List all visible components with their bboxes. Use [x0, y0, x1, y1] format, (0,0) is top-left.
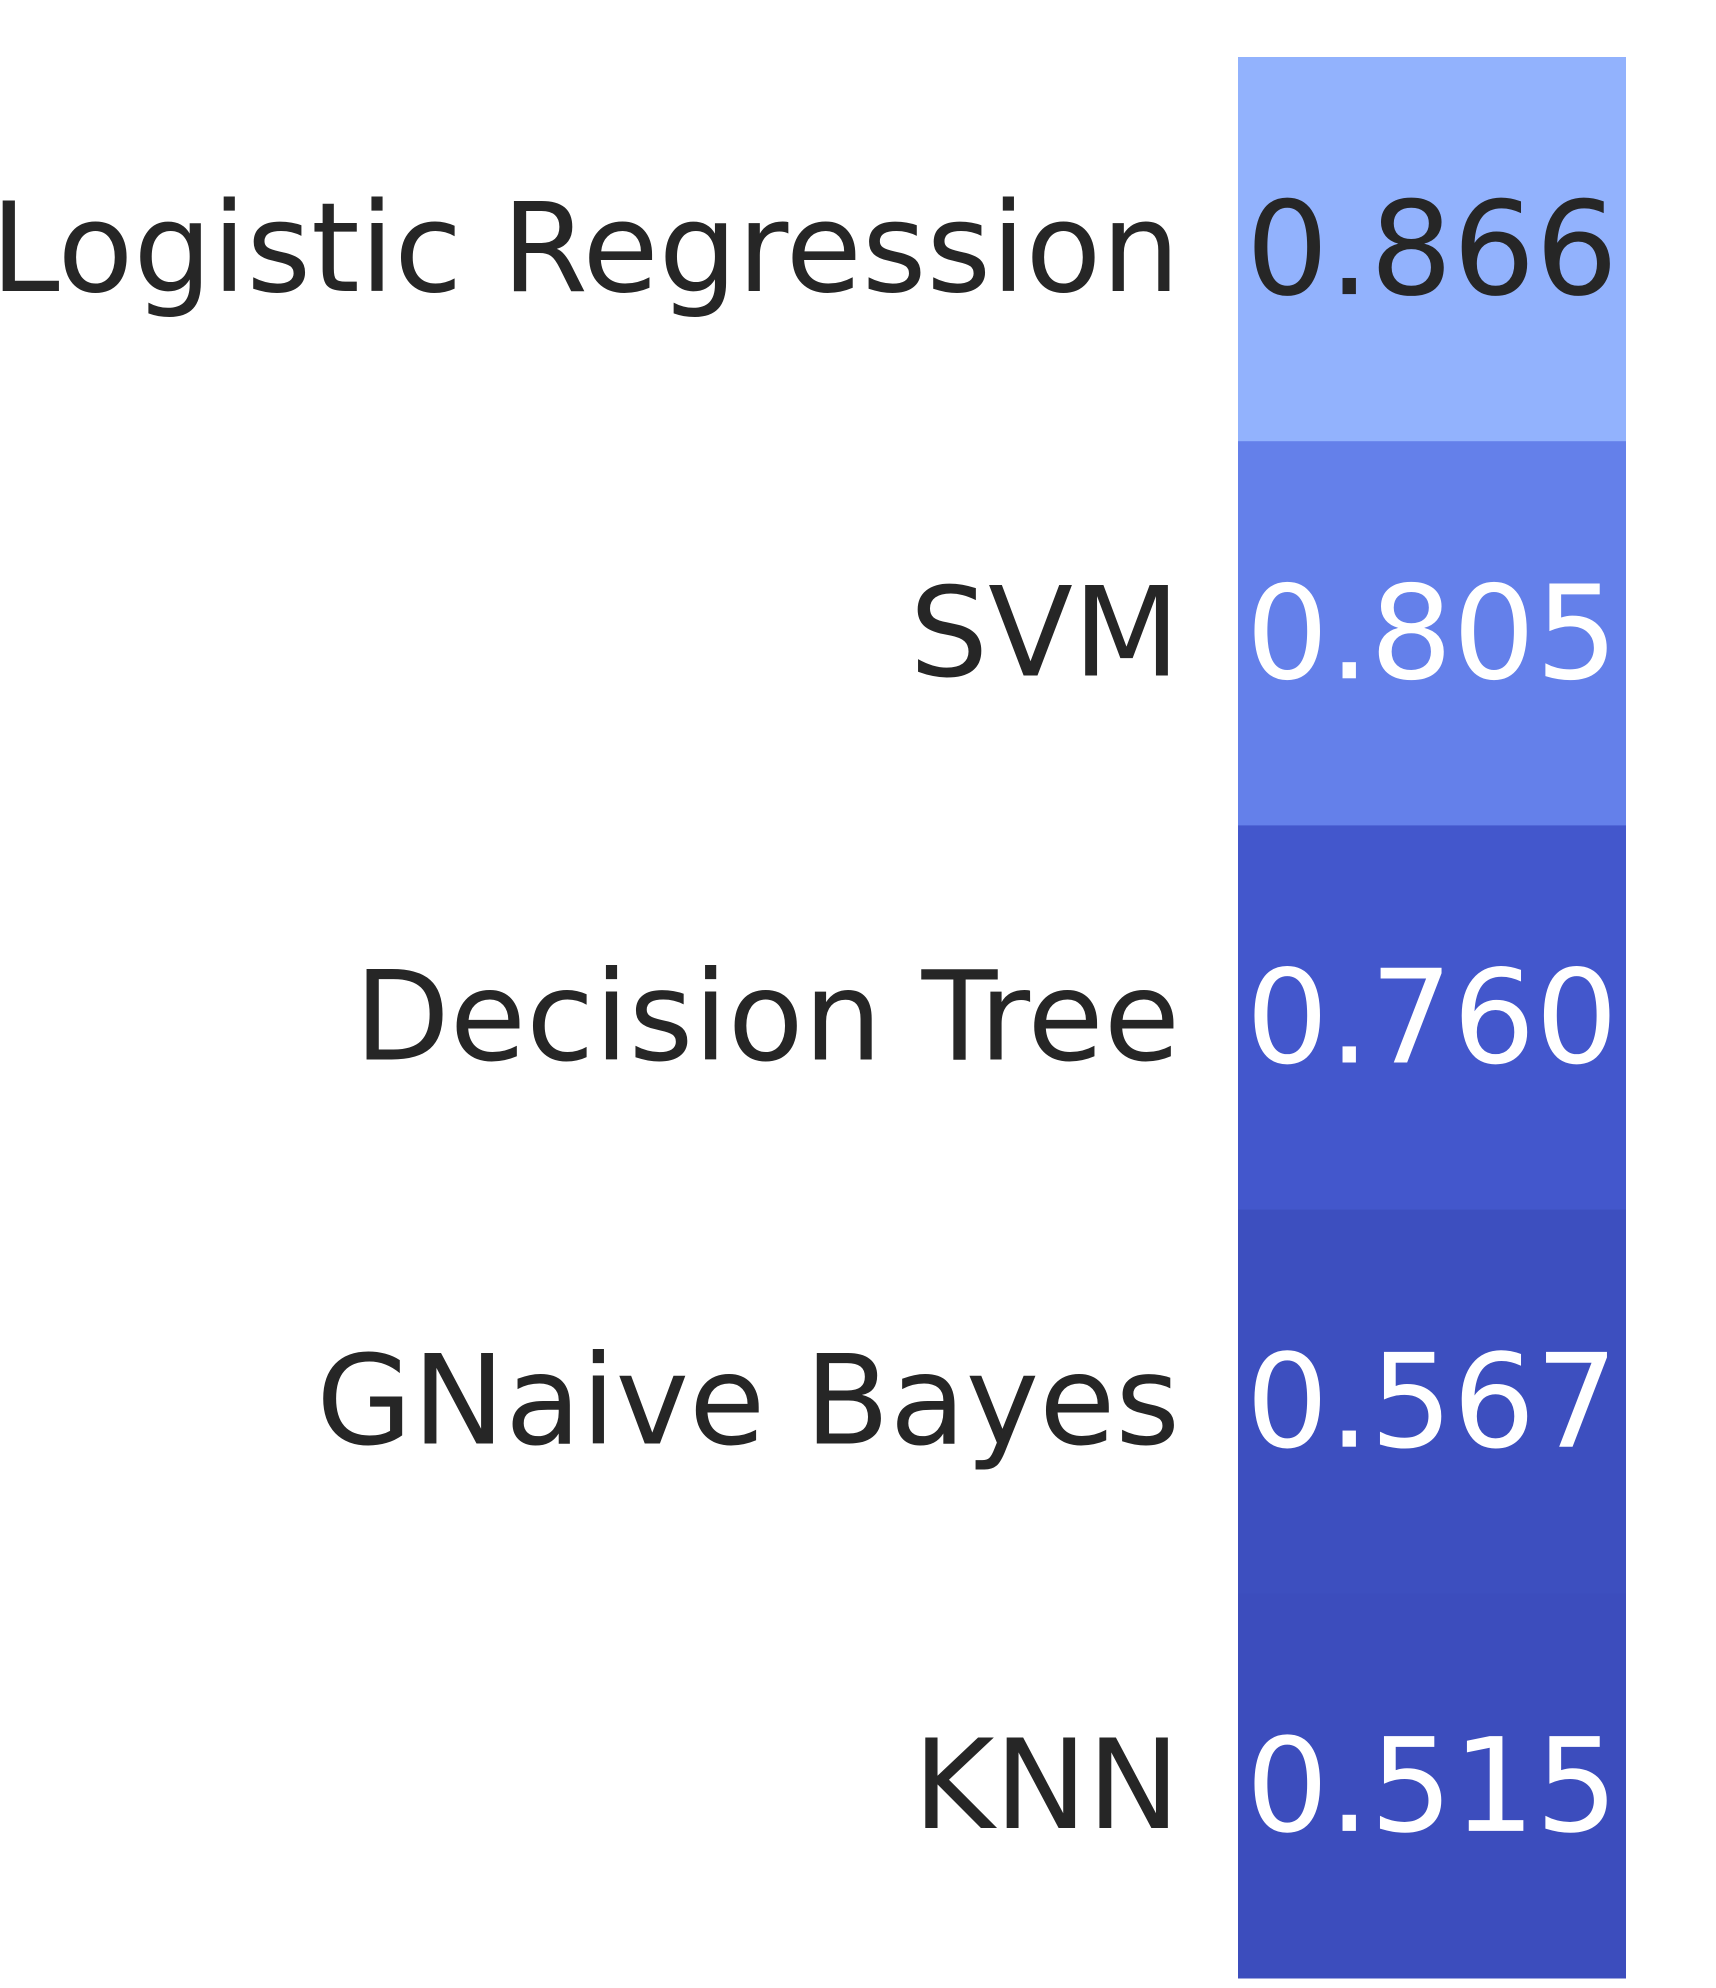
row-labels: Logistic Regression SVM Decision Tree GNaiv… — [0, 177, 1180, 1858]
row-label-gnaive-bayes: GNaive Bayes — [316, 1330, 1180, 1474]
row-label-knn: KNN — [913, 1714, 1180, 1858]
row-label-svm: SVM — [909, 561, 1180, 705]
heatmap-cell-gnaive-bayes — [1238, 1209, 1626, 1595]
heatmap-cell-svm — [1238, 441, 1626, 826]
heatmap-cell-logistic-regression — [1238, 57, 1626, 442]
cell-value-svm: 0.805 — [1246, 557, 1618, 709]
row-label-logistic-regression: Logistic Regression — [0, 177, 1180, 321]
row-label-decision-tree: Decision Tree — [354, 946, 1180, 1090]
cell-value-gnaive-bayes: 0.567 — [1246, 1326, 1618, 1478]
heatmap-cell-knn — [1238, 1593, 1626, 1979]
cell-value-knn: 0.515 — [1246, 1710, 1618, 1862]
heatmap-cells — [1238, 57, 1626, 1979]
cell-value-labels: 0.866 0.805 0.760 0.567 0.515 — [1246, 173, 1618, 1862]
heatmap-cell-decision-tree — [1238, 825, 1626, 1211]
cell-value-logistic-regression: 0.866 — [1246, 173, 1618, 325]
cell-value-decision-tree: 0.760 — [1246, 942, 1618, 1094]
